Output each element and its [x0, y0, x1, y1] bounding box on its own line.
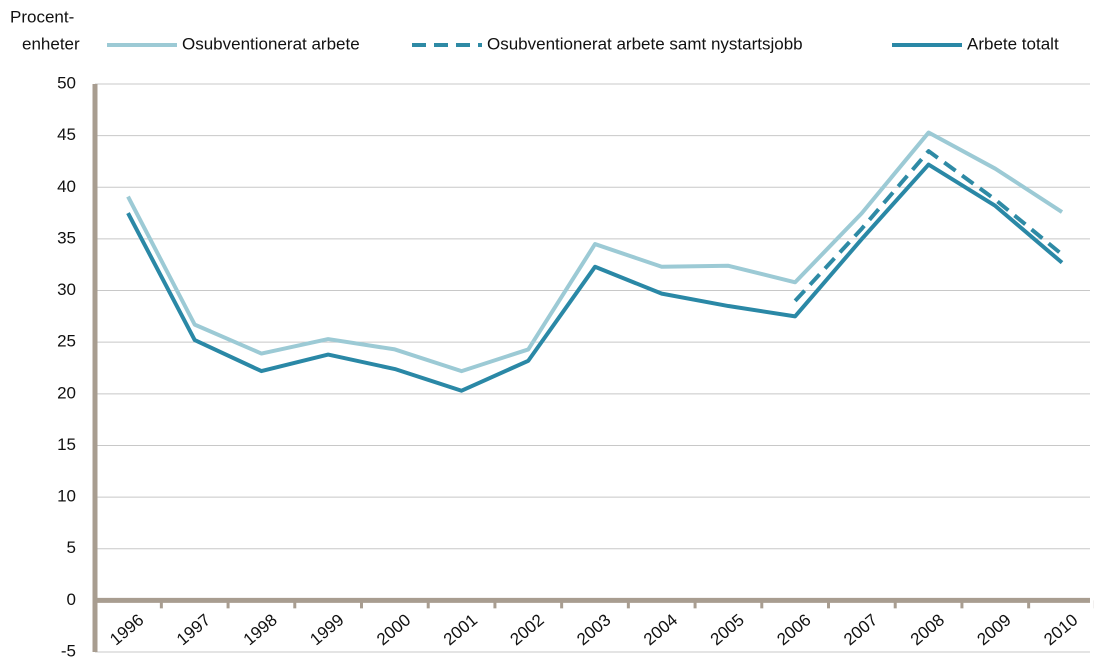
- line-series: [126, 162, 1064, 393]
- x-tick-label: 1998: [240, 610, 281, 649]
- legend-label: Arbete totalt: [967, 34, 1059, 53]
- y-tick-label: 15: [57, 435, 76, 454]
- x-tick-label: 2001: [440, 610, 481, 649]
- y-tick-label: -5: [61, 641, 76, 659]
- y-axis-label: Procent-: [10, 7, 74, 26]
- x-tick-label: 2008: [907, 610, 948, 649]
- y-tick-label: 50: [57, 73, 76, 92]
- line-series: [793, 149, 1064, 303]
- y-tick-label: 5: [67, 538, 76, 557]
- x-tick-label: 2009: [974, 610, 1015, 649]
- x-tick-label: 2005: [707, 610, 748, 649]
- y-tick-label: 10: [57, 487, 76, 506]
- y-axis-label: enheter: [22, 34, 80, 53]
- x-tick-label: 2006: [773, 610, 814, 649]
- x-tick-label: 1999: [306, 610, 347, 649]
- line-series: [126, 130, 1064, 374]
- x-tick-label: 2000: [373, 610, 414, 649]
- x-tick-label: 2002: [507, 610, 548, 649]
- y-tick-label: 0: [67, 590, 76, 609]
- x-tick-label: 2007: [840, 610, 881, 649]
- y-tick-label: 35: [57, 228, 76, 247]
- y-tick-label: 45: [57, 125, 76, 144]
- x-tick-label: 1997: [173, 610, 214, 649]
- x-tick-label: 2010: [1040, 610, 1081, 649]
- x-tick-label: 2004: [640, 610, 681, 649]
- legend-label: Osubventionerat arbete: [182, 34, 360, 53]
- y-tick-label: 40: [57, 177, 76, 196]
- y-tick-label: 25: [57, 332, 76, 351]
- y-tick-label: 20: [57, 383, 76, 402]
- legend-label: Osubventionerat arbete samt nystartsjobb: [487, 34, 803, 53]
- x-tick-label: 1996: [106, 610, 147, 649]
- y-tick-label: 30: [57, 280, 76, 299]
- x-tick-label: 2003: [573, 610, 614, 649]
